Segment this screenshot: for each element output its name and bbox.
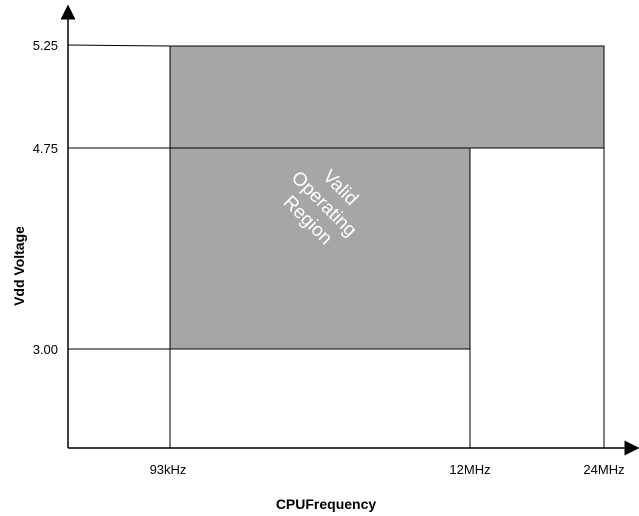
x-tick-label: 12MHz: [449, 462, 490, 477]
y-tick-label: 4.75: [33, 141, 58, 156]
x-tick-label: 93kHz: [150, 462, 187, 477]
y-tick-label: 3.00: [33, 342, 58, 357]
y-axis-title: Vdd Voltage: [11, 226, 27, 306]
valid-operating-region: [169, 45, 605, 350]
guide-5-25: [67, 44, 171, 47]
x-tick-label: 24MHz: [583, 462, 624, 477]
x-axis-title: CPUFrequency: [276, 496, 377, 512]
y-tick-label: 5.25: [33, 38, 58, 53]
